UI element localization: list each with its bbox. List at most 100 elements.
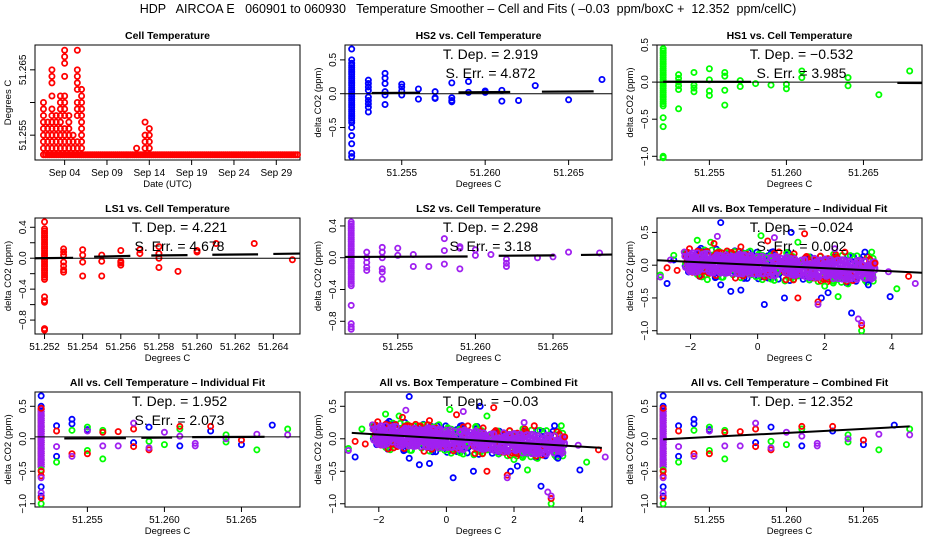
x-tick-label: 51.260 [771, 168, 802, 179]
data-point-hs1 [721, 101, 729, 109]
y-tick-label: 0.0 [18, 251, 29, 265]
data-point-ls1 [41, 298, 49, 306]
y-tick-label: −0.5 [328, 117, 339, 137]
y-tick-label: 0.5 [328, 399, 339, 413]
cloud-point [461, 445, 469, 453]
data-point-ls2 [425, 262, 433, 270]
data-point [52, 118, 60, 126]
data-point-hs2 [364, 93, 372, 101]
x-axis-label: Degrees C [456, 526, 502, 537]
plot-frame [344, 391, 613, 508]
data-point-hs2 [752, 439, 760, 447]
data-point-ls1 [736, 428, 744, 436]
data-point-ls2 [363, 263, 371, 271]
data-point [48, 92, 56, 100]
cloud-point [740, 251, 748, 259]
data-marks [347, 218, 604, 333]
data-point [48, 105, 56, 113]
data-point-ls2 [471, 251, 479, 259]
data-point-ls1 [690, 450, 698, 458]
data-point [65, 138, 73, 146]
data-point [78, 118, 86, 126]
data-point-hs2 [659, 483, 667, 491]
cloud-point [853, 256, 861, 264]
data-point [61, 112, 69, 120]
data-point [78, 125, 86, 133]
data-point-ls2 [363, 248, 371, 256]
data-point-ls1 [673, 266, 681, 274]
y-tick-label: 0.5 [328, 52, 339, 66]
data-point-hs2 [364, 83, 372, 91]
data-point-ls1 [237, 436, 245, 444]
data-point-ls2 [659, 489, 667, 497]
x-tick-label: Sep 29 [260, 168, 292, 179]
data-point [48, 72, 56, 80]
data-point-ls2 [191, 439, 199, 447]
column-point [41, 275, 49, 283]
y-tick-label: −0.5 [640, 288, 651, 308]
data-point-hs1 [798, 67, 806, 75]
data-point [65, 144, 73, 152]
data-point-hs1 [893, 285, 901, 293]
data-point-ls2 [690, 452, 698, 460]
data-point-ls2 [813, 442, 821, 450]
data-point-ls2 [911, 280, 919, 288]
temp-dependence-label: T. Dep. = 2.919 [443, 46, 539, 62]
chart-panel-all-cell-combined: All vs. Cell Temperature – Combined Fit 5… [625, 377, 923, 537]
chart-panel-ls1-cell: LS1 vs. Cell Temperature 51.252 51.254 51.2… [3, 203, 301, 364]
panel-title: All vs. Box Temperature – Combined Fit [379, 377, 578, 389]
data-point [56, 125, 64, 133]
y-tick-label: −0.4 [18, 279, 29, 299]
plot-frame [34, 391, 301, 508]
data-point-hs1 [53, 458, 61, 466]
data-point [78, 85, 86, 93]
data-point-ls2 [487, 251, 495, 259]
data-point-hs1 [721, 68, 729, 76]
data-point-hs2 [448, 94, 456, 102]
data-point-hs2 [348, 140, 356, 148]
x-tick-label: 51.260 [182, 342, 213, 353]
y-tick-label: 0.5 [640, 38, 651, 52]
x-tick-label: 51.260 [460, 342, 491, 353]
y-tick-label: −1.0 [640, 493, 651, 513]
plot-frame [656, 44, 923, 161]
data-point-ls1 [193, 248, 201, 256]
data-point-ls1 [794, 294, 802, 302]
panel-title: HS2 vs. Cell Temperature [416, 30, 542, 42]
data-point-ls1 [814, 298, 822, 306]
data-point [56, 112, 64, 120]
y-tick-label: 0.0 [328, 250, 339, 264]
y-tick-label: −1.0 [640, 146, 651, 166]
data-point [61, 138, 69, 146]
x-axis-label: Degrees C [767, 526, 813, 537]
data-point-ls2 [906, 431, 914, 439]
data-point [61, 125, 69, 133]
cloud-point [688, 249, 696, 257]
cloud-point [448, 444, 456, 452]
data-point-ls2 [160, 428, 168, 436]
panel-title: All vs. Cell Temperature – Combined Fit [691, 377, 889, 389]
x-tick-label: Sep 09 [91, 168, 123, 179]
data-point-hs2 [398, 83, 406, 91]
data-point-ls2 [574, 441, 582, 449]
x-tick-label: 2 [511, 515, 517, 526]
data-point [65, 131, 73, 139]
data-point-hs1 [690, 84, 698, 92]
data-point [145, 138, 153, 146]
chart-panel-all-box-combined: All vs. Box Temperature – Combined Fit −2… [313, 377, 613, 537]
cloud-point [372, 426, 380, 434]
data-point-ls1 [710, 240, 718, 248]
x-tick-label: 4 [889, 342, 895, 353]
data-point-hs2 [364, 108, 372, 116]
data-point [61, 105, 69, 113]
data-point-hs2 [554, 454, 562, 462]
data-point-ls2 [656, 273, 664, 281]
data-point-ls2 [858, 319, 866, 327]
cloud-point [393, 438, 401, 446]
x-tick-label: 51.255 [72, 515, 103, 526]
data-point-hs2 [414, 95, 422, 103]
data-point-ls1 [503, 471, 511, 479]
data-point-ls1 [453, 411, 461, 419]
x-axis-label: Degrees C [456, 353, 502, 364]
data-point [39, 112, 47, 120]
